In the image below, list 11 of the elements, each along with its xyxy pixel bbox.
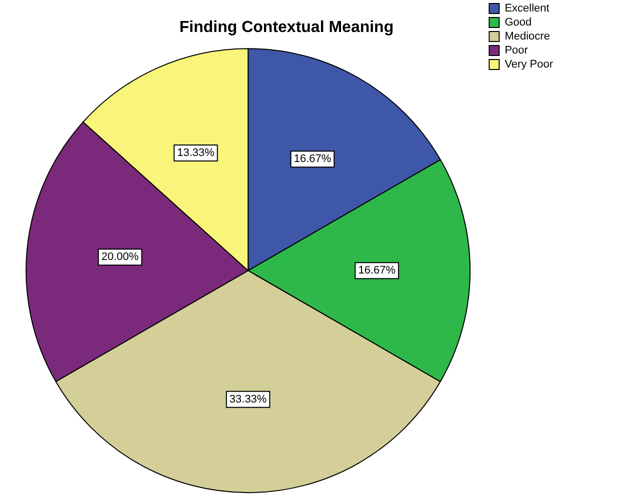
data-label: 20.00% (101, 251, 139, 264)
data-label: 16.67% (294, 153, 332, 166)
legend-label: Good (504, 16, 532, 29)
legend-label: Mediocre (504, 30, 550, 43)
text: Finding Contextual Meaning (179, 19, 394, 36)
data-label: 13.33% (177, 147, 215, 159)
data-label: 16.67% (358, 264, 396, 277)
legend-label: Excellent (504, 2, 550, 15)
data-label: 33.33% (229, 393, 267, 406)
legend-label: Very Poor (504, 58, 554, 71)
legend-label: Poor (504, 44, 528, 57)
